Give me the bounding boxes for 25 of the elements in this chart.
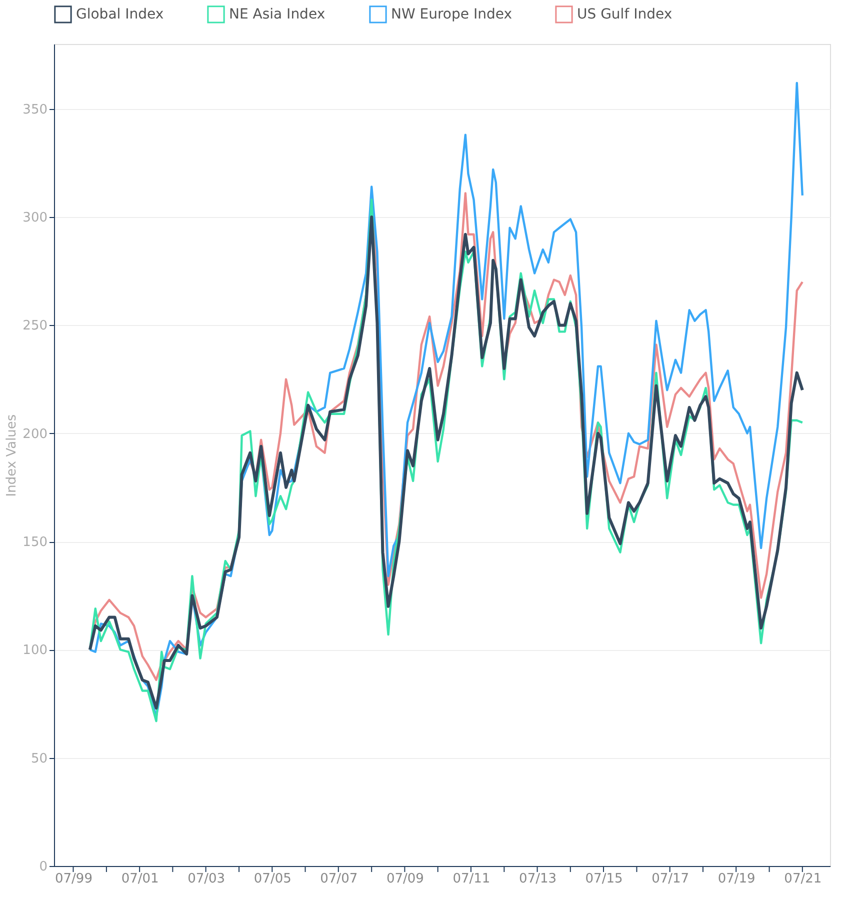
x-tick-label: 07/99 — [55, 872, 92, 886]
y-axis-title: Index Values — [4, 414, 20, 497]
x-tick-label: 07/03 — [188, 872, 226, 886]
legend-label: US Gulf Index — [577, 6, 672, 22]
x-tick-label: 07/17 — [652, 872, 690, 886]
y-tick-label: 0 — [39, 860, 48, 874]
legend-label: Global Index — [76, 6, 164, 22]
y-tick-label: 100 — [22, 643, 48, 658]
y-tick-label: 50 — [30, 751, 48, 766]
x-tick-label: 07/21 — [784, 872, 822, 886]
legend-label: NW Europe Index — [391, 6, 512, 22]
y-tick-label: 200 — [22, 426, 48, 442]
x-tick-label: 07/01 — [121, 872, 159, 886]
x-tick-label: 07/19 — [718, 872, 756, 886]
x-tick-label: 07/07 — [320, 872, 358, 886]
x-tick-label: 07/15 — [585, 872, 623, 886]
y-tick-label: 150 — [22, 535, 48, 550]
x-tick-label: 07/13 — [519, 872, 557, 886]
x-tick-label: 07/11 — [452, 872, 490, 886]
y-tick-label: 250 — [22, 318, 48, 334]
legend-label: NE Asia Index — [229, 6, 326, 22]
y-tick-label: 300 — [22, 210, 48, 226]
y-tick-label: 350 — [22, 102, 48, 118]
x-tick-label: 07/09 — [386, 872, 424, 886]
x-tick-label: 07/05 — [254, 872, 292, 886]
